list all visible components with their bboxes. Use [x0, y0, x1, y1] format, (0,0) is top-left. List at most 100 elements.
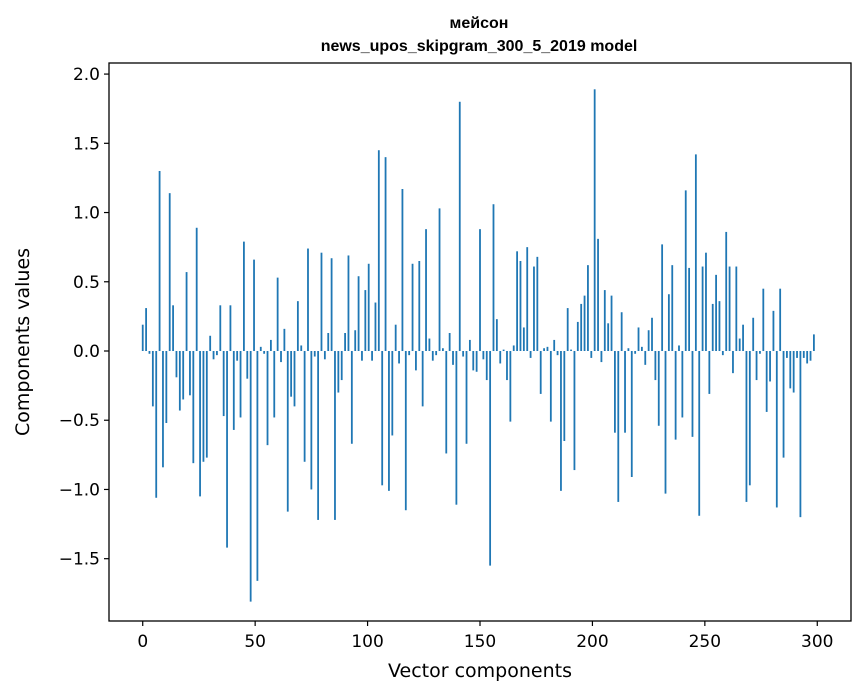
bar — [748, 351, 751, 486]
bar — [357, 276, 360, 351]
bar — [307, 248, 309, 351]
bar — [610, 295, 613, 351]
bar — [502, 349, 505, 351]
bar — [627, 348, 630, 351]
bar — [620, 312, 623, 351]
bar — [259, 346, 262, 351]
bar — [374, 302, 377, 351]
bar — [232, 351, 235, 430]
bar — [438, 208, 441, 351]
bar — [330, 258, 333, 351]
bar — [634, 351, 637, 354]
x-tick-label: 200 — [576, 632, 608, 652]
bar — [637, 327, 640, 351]
bar — [799, 351, 802, 518]
bar — [725, 231, 728, 351]
bar — [458, 101, 461, 352]
bar — [813, 334, 815, 351]
bar — [246, 351, 249, 379]
bar — [489, 351, 492, 566]
bar — [600, 351, 603, 363]
bar — [222, 351, 225, 417]
bar — [657, 351, 660, 426]
y-tick-label: −0.5 — [59, 411, 100, 431]
bar — [431, 351, 434, 361]
bar — [334, 351, 336, 520]
bar — [398, 351, 400, 364]
bar — [792, 351, 795, 393]
bar — [391, 351, 394, 436]
bar — [381, 351, 384, 486]
bar — [759, 351, 761, 354]
x-ticks-group: 0 50 100 150 200 250 300 — [137, 621, 833, 652]
bar — [580, 303, 583, 351]
bar — [762, 288, 765, 351]
bar — [667, 294, 670, 351]
bar — [495, 319, 498, 351]
bar — [701, 266, 704, 351]
bar — [442, 348, 444, 351]
chart-title: мейсон — [450, 15, 509, 32]
bar — [640, 346, 643, 351]
bar — [664, 351, 667, 494]
bar — [448, 333, 451, 351]
bar — [509, 351, 512, 422]
bar — [566, 308, 569, 351]
bar — [688, 267, 691, 351]
bar — [256, 351, 259, 581]
bar — [263, 351, 266, 354]
bar — [323, 351, 326, 360]
bar — [229, 305, 232, 351]
bar — [539, 351, 542, 394]
bar — [155, 351, 158, 498]
bar — [705, 252, 707, 351]
bar — [715, 274, 717, 351]
bar — [597, 238, 599, 351]
bar — [408, 351, 411, 356]
bar — [428, 338, 431, 351]
bar — [570, 349, 572, 351]
bar — [644, 351, 647, 365]
bar — [671, 265, 674, 351]
bar — [384, 157, 387, 351]
bar — [590, 351, 593, 358]
bar — [310, 351, 313, 490]
bar — [624, 351, 626, 433]
y-tick-label: −1.5 — [59, 550, 100, 570]
bar — [452, 351, 454, 365]
bar — [630, 351, 633, 477]
bar — [681, 351, 684, 418]
bar — [435, 351, 438, 356]
bar — [212, 351, 215, 360]
bar — [529, 351, 532, 358]
bar — [711, 303, 714, 351]
bar — [350, 351, 353, 444]
bar — [533, 266, 535, 351]
bar — [185, 272, 188, 351]
bar — [593, 89, 596, 351]
bar — [674, 351, 677, 440]
bar — [506, 351, 508, 381]
bar — [522, 327, 525, 351]
bar — [519, 261, 522, 351]
bar — [283, 328, 286, 351]
bar — [536, 256, 539, 351]
bar — [236, 351, 239, 361]
bar — [340, 351, 343, 381]
x-tick-label: 100 — [351, 632, 383, 652]
y-tick-label: −1.0 — [59, 480, 100, 500]
bar — [401, 189, 404, 351]
bar — [418, 261, 421, 351]
bar — [361, 351, 363, 361]
bar — [526, 247, 529, 351]
bar — [148, 351, 151, 354]
bar — [192, 351, 195, 464]
bar — [182, 351, 185, 400]
bar — [735, 266, 738, 351]
bar — [162, 351, 164, 468]
bar — [195, 227, 198, 351]
bar — [563, 351, 566, 441]
bar — [145, 308, 147, 351]
bar — [300, 345, 303, 351]
